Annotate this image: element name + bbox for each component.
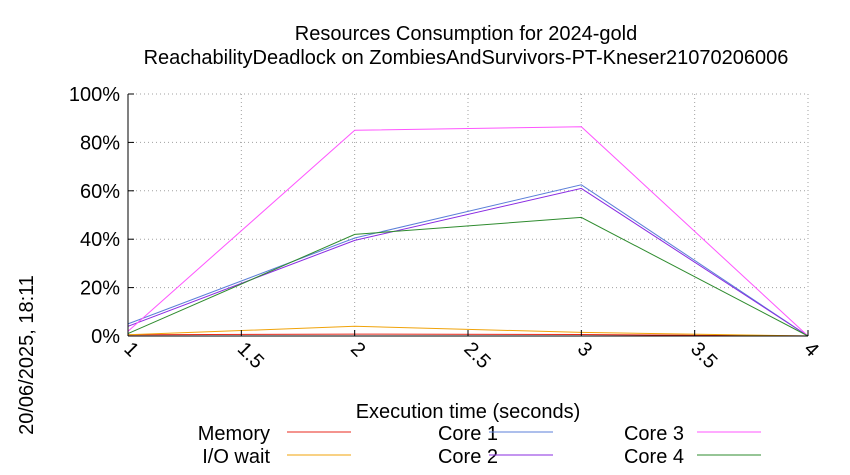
legend-label-core-1: Core 1 [438,423,498,445]
x-tick-label: 3.5 [686,338,721,373]
chart-title-line-2: ReachabilityDeadlock on ZombiesAndSurviv… [144,47,789,69]
legend-label-i-o-wait: I/O wait [202,446,270,468]
legend-label-memory: Memory [198,423,270,445]
timestamp-label: 20/06/2025, 18:11 [16,275,38,435]
y-tick-label: 100% [69,84,120,106]
series-line-core-1 [127,184,809,337]
x-tick-label: 2 [346,338,369,361]
x-tick-label: 3 [573,338,596,361]
axes-layer: 0% 20% 40% 60% 80% 100% 1 1.5 2 2.5 3 3.5 4 [69,84,823,373]
legend-label-core-4: Core 4 [624,446,684,468]
legend-label-core-3: Core 3 [624,423,684,445]
series-line-core-3 [127,126,809,337]
x-tick-label: 2.5 [459,338,494,373]
x-tick-label: 4 [799,338,822,361]
series-line-core-2 [127,187,809,337]
x-tick-label: 1.5 [233,338,268,373]
y-tick-label: 0% [91,326,120,348]
y-tick-label: 20% [80,278,120,300]
chart-title-line-1: Resources Consumption for 2024-gold [295,23,637,45]
grid-layer [128,93,809,336]
y-tick-label: 40% [80,229,120,251]
series-line-core-4 [127,216,809,337]
x-tick-label: 1 [119,338,142,361]
y-tick-label: 60% [80,181,120,203]
y-tick-label: 80% [80,132,120,154]
legend-label-core-2: Core 2 [438,446,498,468]
x-axis-label: Execution time (seconds) [356,401,581,423]
